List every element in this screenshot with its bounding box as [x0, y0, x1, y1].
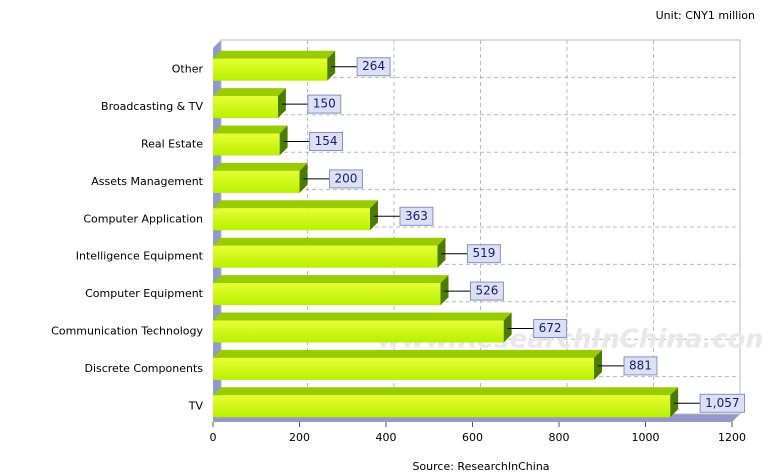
bar-top: [213, 349, 603, 358]
y-tick-label: Discrete Components: [84, 362, 203, 375]
bar-top: [213, 50, 336, 59]
x-tick-label: 0: [210, 431, 217, 444]
y-tick-label: Assets Management: [91, 175, 203, 188]
bar-top: [213, 312, 512, 321]
value-label: 526: [475, 284, 498, 298]
bar-side: [670, 387, 679, 418]
bar: [213, 283, 441, 306]
x-tick-label: 600: [462, 431, 483, 444]
value-label: 672: [539, 321, 562, 335]
unit-note: Unit: CNY1 million: [656, 9, 755, 22]
y-tick-label: Real Estate: [141, 138, 203, 151]
value-label-box: [699, 393, 746, 413]
x-tick-label: 800: [549, 431, 570, 444]
value-label: 363: [405, 209, 428, 223]
y-tick-label: Computer Application: [83, 212, 203, 225]
bar: [213, 170, 300, 193]
value-label: 200: [335, 171, 358, 185]
bar: [213, 96, 278, 119]
value-label: 154: [315, 134, 338, 148]
y-tick-label: Broadcasting & TV: [101, 100, 203, 113]
x-tick-label: 1200: [718, 431, 746, 444]
value-label-box: [329, 169, 363, 189]
bar-side: [279, 125, 288, 156]
bar-top: [213, 162, 308, 171]
value-label-box: [469, 281, 504, 301]
bar: [213, 245, 438, 268]
value-label-box: [399, 206, 434, 226]
value-label: 519: [472, 246, 495, 260]
bar-side: [503, 312, 512, 343]
x-tick-label: 200: [289, 431, 310, 444]
source-note: Source: ResearchInChina: [412, 460, 549, 473]
bar-side: [440, 275, 449, 306]
x-tick-label: 1000: [632, 431, 660, 444]
y-tick-label: Communication Technology: [51, 325, 203, 338]
bar: [213, 208, 370, 231]
bar-top: [213, 88, 286, 97]
bar: [213, 395, 671, 418]
value-label-box: [309, 132, 344, 151]
bar-side: [594, 349, 603, 380]
bar: [213, 320, 504, 343]
value-label: 1,057: [705, 396, 739, 410]
value-label-box: [623, 356, 658, 376]
value-label-box: [466, 244, 501, 264]
bar-side: [437, 237, 446, 268]
bar-top: [213, 387, 679, 396]
bar-side: [327, 50, 336, 81]
value-label: 264: [362, 59, 385, 73]
bar: [213, 133, 280, 156]
bar-side: [299, 162, 308, 193]
bar-top: [213, 200, 378, 209]
x-tick-label: 400: [376, 431, 397, 444]
y-tick-label: Computer Equipment: [85, 287, 204, 300]
bar-top: [213, 237, 446, 246]
bar: [213, 58, 328, 81]
bar-side: [277, 88, 286, 119]
value-label-box: [307, 94, 342, 114]
value-label: 881: [629, 358, 652, 372]
bar-top: [213, 275, 449, 284]
y-tick-label: Other: [172, 63, 204, 76]
value-label-box: [533, 319, 568, 338]
value-label-box: [356, 57, 391, 77]
bar-top: [213, 125, 288, 134]
y-tick-label: TV: [188, 399, 204, 412]
bar-side: [369, 200, 378, 231]
y-tick-label: Intelligence Equipment: [76, 250, 204, 263]
bar: [213, 357, 595, 380]
value-label: 150: [313, 97, 336, 111]
